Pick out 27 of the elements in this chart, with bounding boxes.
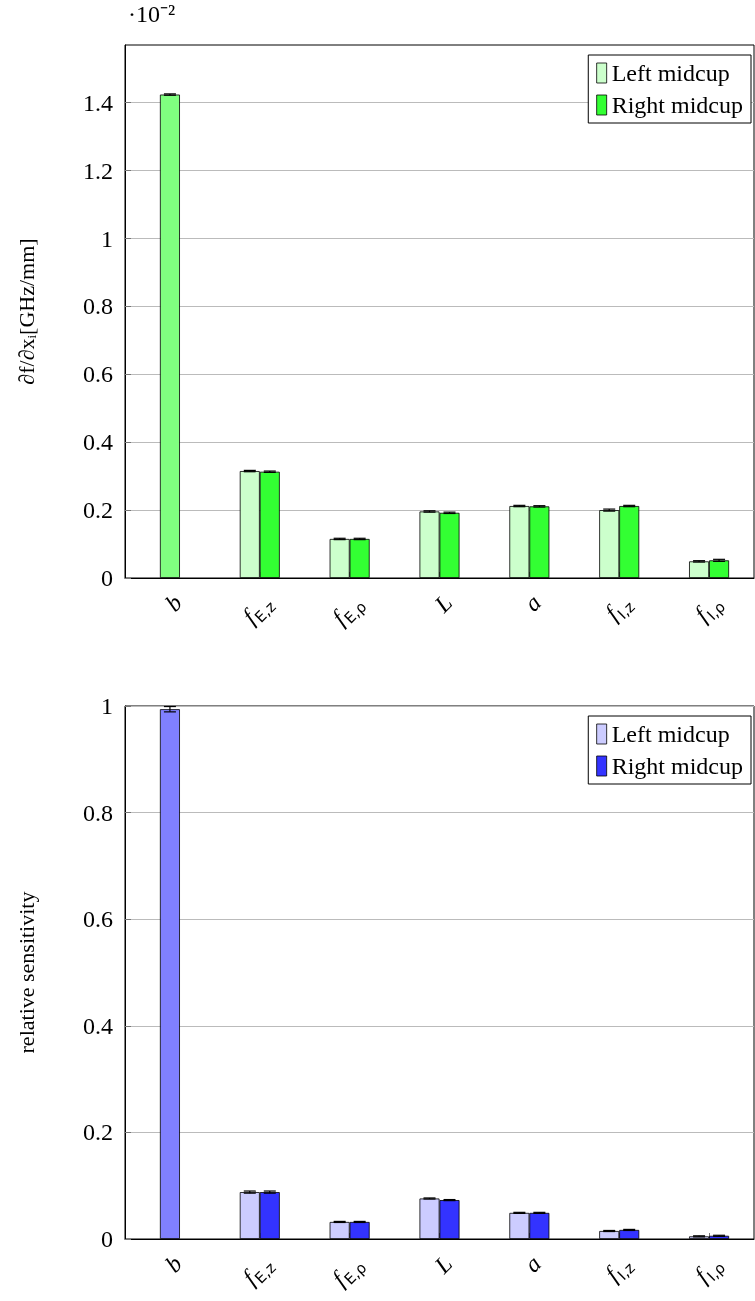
x-tick-label: L <box>428 1249 458 1280</box>
y-tick-label: 0.2 <box>83 497 113 524</box>
y-tick-label: 1 <box>101 225 113 252</box>
legend-label: Left midcup <box>611 60 730 86</box>
y-tick-label: 1.2 <box>83 157 113 184</box>
legend-label: Left midcup <box>611 721 730 747</box>
y-tick-label: 0 <box>101 565 113 591</box>
y-tick-label: 1 <box>101 693 113 719</box>
y-tick-label: 0.6 <box>83 906 113 933</box>
legend-label: Right midcup <box>611 753 744 779</box>
x-tick-label: b <box>159 1249 188 1279</box>
x-tick-label: a <box>518 588 548 618</box>
y-tick-label: 0 <box>101 1226 113 1252</box>
x-tick-label: a <box>518 1249 548 1279</box>
y-tick-label: 0.6 <box>83 361 113 388</box>
y-tick-label: 1.4 <box>83 89 113 116</box>
y-tick-label: 0.4 <box>83 1012 113 1039</box>
y-axis-title: relative sensitivity <box>13 891 39 1054</box>
y-tick-label: 0.2 <box>83 1119 113 1146</box>
y-tick-label: 0.8 <box>83 293 113 320</box>
x-tick-label: b <box>159 588 188 618</box>
y-tick-label: 0.4 <box>83 429 113 456</box>
legend-label: Right midcup <box>611 92 744 118</box>
y-axis-title: ∂f/∂xᵢ[GHz/mm] <box>13 238 39 385</box>
text: ·10⁻² <box>128 1 176 27</box>
y-tick-label: 0.8 <box>83 799 113 826</box>
x-tick-label: L <box>428 588 458 619</box>
